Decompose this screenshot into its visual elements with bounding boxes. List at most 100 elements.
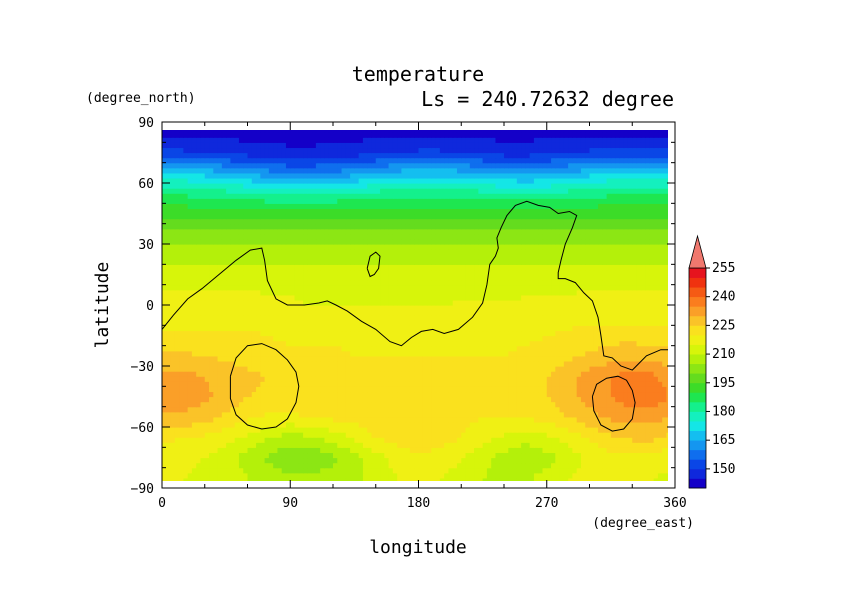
heatmap-cell — [397, 477, 402, 481]
heatmap-cell — [627, 279, 633, 286]
heatmap-cell — [653, 279, 659, 286]
heatmap-cell — [320, 279, 326, 286]
heatmap-cell — [657, 427, 663, 433]
heatmap-cell — [662, 305, 668, 311]
heatmap-cell — [204, 396, 210, 403]
heatmap-cell — [491, 401, 497, 408]
heatmap-cell — [179, 386, 184, 393]
heatmap-cell — [533, 416, 539, 423]
heatmap-cell — [281, 406, 287, 413]
heatmap-cell — [337, 381, 343, 387]
heatmap-cell — [499, 462, 505, 469]
heatmap-cell — [504, 274, 509, 281]
heatmap-cell — [653, 416, 659, 423]
heatmap-cell — [320, 360, 326, 367]
heatmap-cell — [187, 452, 193, 459]
heatmap-cell — [525, 462, 531, 469]
heatmap-cell — [170, 457, 176, 464]
heatmap-cell — [529, 279, 535, 286]
heatmap-cell — [380, 411, 385, 418]
heatmap-cell — [585, 310, 591, 316]
heatmap-cell — [486, 401, 492, 408]
heatmap-cell — [217, 452, 223, 459]
heatmap-cell — [324, 366, 330, 372]
heatmap-cell — [653, 355, 659, 362]
heatmap-cell — [666, 457, 668, 464]
heatmap-cell — [452, 269, 458, 276]
heatmap-cell — [179, 381, 184, 387]
heatmap-cell — [448, 452, 454, 459]
heatmap-cell — [251, 447, 257, 454]
heatmap-cell — [619, 401, 625, 408]
heatmap-cell — [204, 452, 210, 459]
heatmap-cell — [315, 421, 321, 428]
heatmap-cell — [662, 355, 668, 362]
heatmap-cell — [294, 274, 300, 281]
heatmap-cell — [337, 437, 343, 443]
heatmap-cell — [213, 355, 219, 362]
heatmap-cell — [499, 299, 505, 306]
heatmap-cell — [290, 376, 296, 382]
heatmap-cell — [495, 406, 501, 413]
heatmap-cell — [576, 366, 582, 372]
heatmap-cell — [478, 442, 484, 448]
heatmap-cell — [294, 416, 300, 423]
heatmap-cell — [580, 284, 586, 291]
heatmap-cell — [456, 447, 462, 454]
heatmap-cell — [521, 289, 526, 296]
heatmap-cell — [358, 447, 364, 454]
heatmap-cell — [431, 381, 437, 387]
heatmap-cell — [568, 386, 573, 393]
heatmap-cell — [221, 274, 227, 281]
heatmap-cell — [328, 325, 334, 332]
heatmap-cell — [358, 442, 364, 448]
heatmap-cell — [328, 294, 334, 301]
heatmap-cell — [572, 335, 578, 342]
heatmap-cell — [200, 396, 206, 403]
heatmap-cell — [598, 294, 603, 301]
heatmap-cell — [619, 355, 625, 362]
heatmap-cell — [474, 472, 479, 479]
heatmap-cell — [632, 442, 638, 448]
heatmap-cell — [234, 305, 240, 311]
heatmap-cell — [512, 416, 518, 423]
heatmap-cell — [303, 284, 308, 291]
heatmap-cell — [213, 350, 219, 357]
heatmap-cell — [469, 330, 475, 337]
heatmap-cell — [277, 386, 283, 393]
heatmap-cell — [183, 269, 189, 276]
heatmap-cell — [486, 411, 492, 418]
heatmap-cell — [499, 386, 505, 393]
heatmap-cell — [456, 472, 462, 479]
heatmap-cell — [226, 421, 231, 428]
heatmap-cell — [196, 376, 202, 382]
heatmap-cell — [328, 427, 334, 433]
heatmap-cell — [495, 467, 501, 474]
heatmap-cell — [367, 345, 373, 352]
heatmap-cell — [456, 274, 462, 281]
heatmap-cell — [516, 401, 522, 408]
heatmap-cell — [243, 401, 249, 408]
heatmap-cell — [469, 447, 475, 454]
heatmap-cell — [593, 437, 599, 443]
heatmap-cell — [657, 371, 663, 377]
heatmap-cell — [491, 442, 497, 448]
heatmap-cell — [166, 284, 172, 291]
heatmap-cell — [529, 330, 535, 337]
heatmap-cell — [226, 432, 231, 438]
heatmap-cell — [615, 442, 621, 448]
heatmap-cell — [469, 457, 475, 464]
heatmap-cell — [345, 360, 351, 367]
heatmap-cell — [491, 447, 497, 454]
heatmap-cell — [645, 335, 650, 342]
heatmap-cell — [345, 386, 351, 393]
heatmap-cell — [290, 401, 296, 408]
heatmap-cell — [409, 320, 415, 326]
heatmap-cell — [516, 366, 522, 372]
heatmap-cell — [350, 299, 355, 306]
heatmap-cell — [593, 360, 599, 367]
heatmap-cell — [538, 452, 544, 459]
heatmap-cell — [538, 386, 544, 393]
heatmap-cell — [512, 421, 518, 428]
heatmap-cell — [619, 360, 625, 367]
